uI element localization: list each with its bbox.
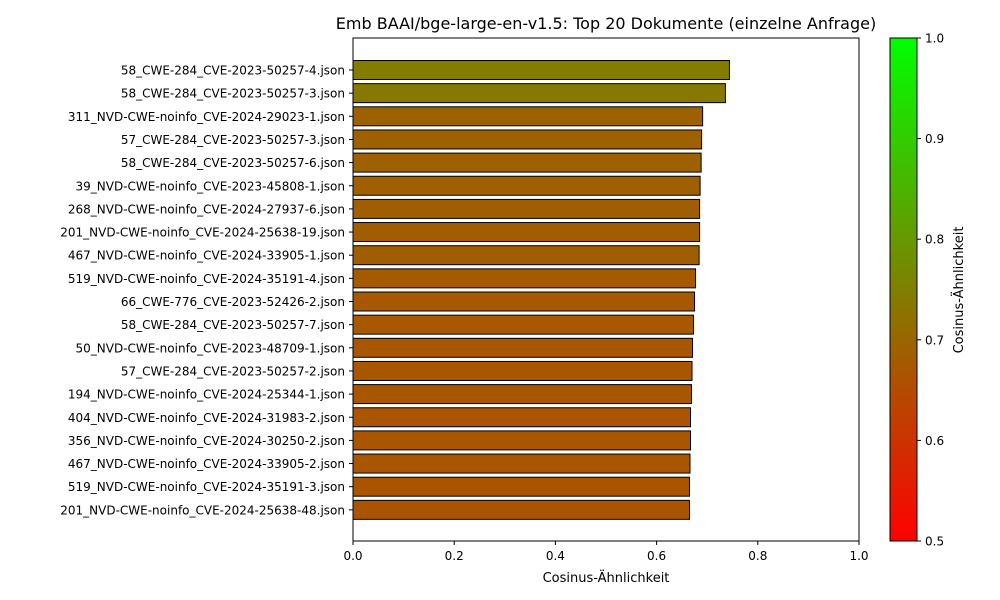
y-tick-labels: 58_CWE-284_CVE-2023-50257-4.json 58_CWE-2…: [60, 64, 353, 517]
bar: [352, 198, 701, 219]
bar: [352, 291, 696, 312]
bar: [352, 499, 690, 520]
y-tick-label: 467_NVD-CWE-noinfo_CVE-2024-33905-1.json: [68, 249, 345, 263]
y-tick-label: 58_CWE-284_CVE-2023-50257-4.json: [121, 64, 345, 78]
y-tick-label: 58_CWE-284_CVE-2023-50257-3.json: [121, 87, 345, 101]
bar: [352, 337, 694, 358]
x-axis-ticks: 0.0 0.2 0.4 0.6 0.8 1.0: [343, 541, 869, 563]
y-tick-label: 201_NVD-CWE-noinfo_CVE-2024-25638-19.jso…: [60, 226, 345, 240]
colorbar-tick-label: 0.8: [925, 233, 944, 247]
bar: [352, 222, 701, 243]
colorbar-ticks: 0.5 0.6 0.7 0.8 0.9 1.0: [917, 32, 944, 549]
bar: [352, 430, 692, 451]
bar: [352, 384, 693, 405]
bar: [352, 152, 702, 173]
x-tick-label: 0.0: [343, 549, 362, 563]
bars-group: [352, 60, 730, 520]
y-tick-label: 519_NVD-CWE-noinfo_CVE-2024-35191-4.json: [68, 272, 345, 286]
y-tick-label: 356_NVD-CWE-noinfo_CVE-2024-30250-2.json: [68, 434, 345, 448]
colorbar: [889, 37, 918, 542]
x-tick-label: 0.2: [445, 549, 464, 563]
bar: [352, 175, 701, 196]
chart-title: Emb BAAI/bge-large-en-v1.5: Top 20 Dokum…: [336, 14, 876, 33]
x-tick-label: 1.0: [849, 549, 868, 563]
x-tick-label: 0.6: [647, 549, 666, 563]
x-tick-label: 0.8: [748, 549, 767, 563]
x-tick-label: 0.4: [546, 549, 565, 563]
colorbar-tick-label: 0.5: [925, 535, 944, 549]
y-tick-label: 58_CWE-284_CVE-2023-50257-6.json: [121, 156, 345, 170]
y-tick-label: 311_NVD-CWE-noinfo_CVE-2024-29023-1.json: [68, 110, 345, 124]
y-tick-label: 268_NVD-CWE-noinfo_CVE-2024-27937-6.json: [68, 202, 345, 216]
bar: [352, 245, 700, 266]
colorbar-tick-label: 0.9: [925, 132, 944, 146]
colorbar-tick-label: 0.6: [925, 434, 944, 448]
y-tick-label: 57_CWE-284_CVE-2023-50257-3.json: [121, 133, 345, 147]
bar: [352, 106, 704, 127]
bar: [352, 407, 692, 428]
bar: [352, 268, 697, 289]
y-tick-label: 467_NVD-CWE-noinfo_CVE-2024-33905-2.json: [68, 457, 345, 471]
y-tick-label: 39_NVD-CWE-noinfo_CVE-2023-45808-1.json: [76, 179, 346, 193]
bar: [352, 60, 730, 80]
bar: [352, 314, 695, 335]
colorbar-tick-label: 0.7: [925, 333, 944, 347]
y-tick-label: 201_NVD-CWE-noinfo_CVE-2024-25638-48.jso…: [60, 503, 345, 517]
y-tick-label: 404_NVD-CWE-noinfo_CVE-2024-31983-2.json: [68, 411, 345, 425]
y-tick-label: 194_NVD-CWE-noinfo_CVE-2024-25344-1.json: [68, 388, 345, 402]
y-tick-label: 57_CWE-284_CVE-2023-50257-2.json: [121, 364, 345, 378]
bar: [352, 83, 726, 104]
y-tick-label: 519_NVD-CWE-noinfo_CVE-2024-35191-3.json: [68, 480, 345, 494]
bar: [352, 360, 693, 381]
y-tick-label: 58_CWE-284_CVE-2023-50257-7.json: [121, 318, 345, 332]
colorbar-label: Cosinus-Ähnlichkeit: [951, 227, 967, 354]
x-axis-label: Cosinus-Ähnlichkeit: [543, 570, 670, 586]
bar: [352, 129, 703, 150]
colorbar-tick-label: 1.0: [925, 32, 944, 46]
bar: [352, 476, 690, 497]
bar: [352, 453, 691, 474]
y-tick-label: 66_CWE-776_CVE-2023-52426-2.json: [121, 295, 345, 309]
y-tick-label: 50_NVD-CWE-noinfo_CVE-2023-48709-1.json: [76, 341, 346, 355]
plot-frame: [352, 37, 860, 542]
